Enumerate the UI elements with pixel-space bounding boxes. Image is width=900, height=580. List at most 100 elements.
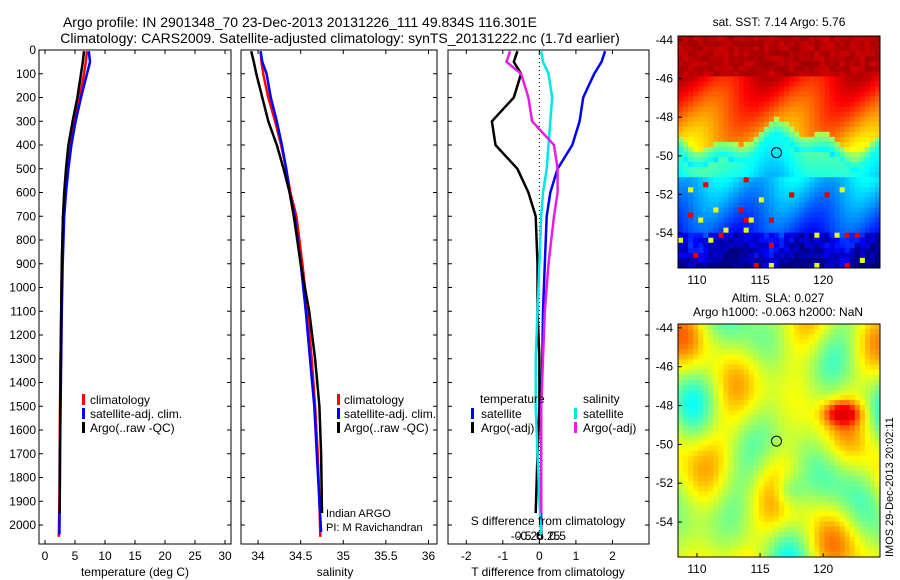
heatmap-cell: [728, 369, 735, 376]
heatmap-cell: [733, 501, 740, 507]
heatmap-cell: [763, 496, 770, 502]
heatmap-cell: [779, 521, 785, 528]
heatmap-cell: [809, 410, 815, 416]
heatmap-cell: [864, 339, 871, 345]
legend-label-climatology: climatology: [90, 393, 150, 407]
heatmap-cell: [869, 389, 876, 396]
heatmap-cell: [839, 51, 846, 57]
heatmap-cell: [804, 41, 810, 47]
heatmap-cell: [779, 182, 785, 188]
heatmap-cell: [743, 41, 750, 47]
heatmap-cell: [794, 344, 800, 350]
heatmap-cell: [678, 217, 684, 224]
heatmap-cell: [779, 61, 785, 67]
heatmap-cell: [733, 339, 740, 345]
heatmap-cell: [683, 496, 689, 502]
heatmap-cell: [824, 470, 831, 477]
heatmap-cell: [844, 415, 851, 421]
heatmap-cell: [809, 354, 815, 361]
heatmap-cell: [773, 430, 780, 437]
heatmap-cell: [753, 460, 760, 467]
heatmap-cell: [819, 86, 826, 93]
heatmap-cell: [849, 111, 856, 118]
heatmap-cell: [784, 262, 790, 268]
heatmap-cell: [698, 460, 704, 467]
heatmap-cell: [854, 491, 861, 497]
heatmap-cell: [728, 207, 735, 214]
heatmap-cell: [844, 172, 851, 178]
heatmap-cell: [839, 242, 846, 249]
heatmap-cell: [829, 56, 836, 62]
heatmap-cell: [794, 521, 800, 528]
heatmap-cell: [794, 86, 800, 93]
heatmap-cell: [849, 56, 856, 62]
heatmap-cell: [768, 197, 775, 204]
heatmap-cell: [678, 501, 684, 507]
heatmap-cell: [844, 369, 851, 376]
heatmap-cell: [804, 91, 810, 98]
heatmap-cell: [789, 455, 795, 462]
heatmap-cell: [799, 470, 805, 477]
heatmap-cell: [799, 46, 805, 52]
heatmap-cell: [809, 71, 815, 77]
heatmap-cell: [733, 116, 740, 123]
heatmap-cell: [693, 344, 699, 350]
heatmap-cell: [869, 197, 876, 204]
heatmap-cell: [814, 511, 820, 518]
heatmap-cell: [763, 455, 770, 462]
heatmap-cell: [723, 237, 730, 244]
heatmap-cell: [874, 136, 880, 143]
heatmap-cell: [779, 541, 785, 548]
heatmap-cell: [809, 167, 815, 173]
heatmap-cell: [839, 146, 846, 153]
heatmap-cell: [854, 339, 861, 345]
heatmap-cell: [809, 465, 815, 472]
heatmap-cell: [758, 511, 765, 518]
heatmap-cell: [829, 460, 836, 467]
heatmap-cell: [799, 334, 805, 340]
heatmap-cell: [864, 247, 871, 254]
heatmap-cell: [723, 369, 730, 376]
heatmap-cell: [824, 222, 831, 229]
heatmap-cell: [678, 334, 684, 340]
heatmap-cell: [683, 501, 689, 507]
heatmap-cell: [834, 354, 841, 361]
heatmap-cell: [703, 496, 709, 502]
heatmap-cell: [839, 379, 846, 386]
heatmap-cell: [824, 187, 831, 193]
heatmap-cell: [844, 501, 851, 507]
heatmap-cell: [718, 354, 725, 361]
heatmap-cell: [768, 167, 775, 173]
heatmap-cell: [708, 536, 714, 543]
heatmap-cell: [839, 192, 846, 198]
heatmap-cell: [854, 91, 861, 98]
heatmap-cell: [703, 187, 709, 193]
heatmap-cell: [829, 227, 836, 234]
heatmap-cell: [809, 217, 815, 224]
heatmap-cell: [834, 262, 841, 268]
heatmap-cell: [839, 257, 846, 264]
heatmap-cell: [839, 526, 846, 533]
heatmap-cell: [693, 157, 699, 163]
heatmap-cell: [773, 41, 780, 47]
heatmap-cell: [678, 349, 684, 355]
heatmap-cell: [763, 354, 770, 361]
heatmap-cell: [748, 172, 755, 178]
temperature-legend: climatology satellite-adj. clim. Argo(..…: [82, 393, 182, 435]
heatmap-cell: [683, 121, 689, 128]
heatmap-cell: [829, 152, 836, 158]
heatmap-cell: [839, 116, 846, 123]
heatmap-cell: [753, 384, 760, 391]
heatmap-cell: [829, 506, 836, 513]
heatmap-cell: [854, 399, 861, 406]
heatmap-cell: [723, 374, 730, 381]
heatmap-cell: [809, 399, 815, 406]
heatmap-cell: [743, 349, 750, 355]
heatmap-cell: [773, 217, 780, 224]
heatmap-cell: [688, 126, 694, 133]
heatmap-cell: [743, 470, 750, 477]
heatmap-cell: [678, 344, 684, 350]
heatmap-cell: [809, 192, 815, 198]
heatmap-cell: [728, 262, 735, 268]
heatmap-cell: [849, 237, 856, 244]
